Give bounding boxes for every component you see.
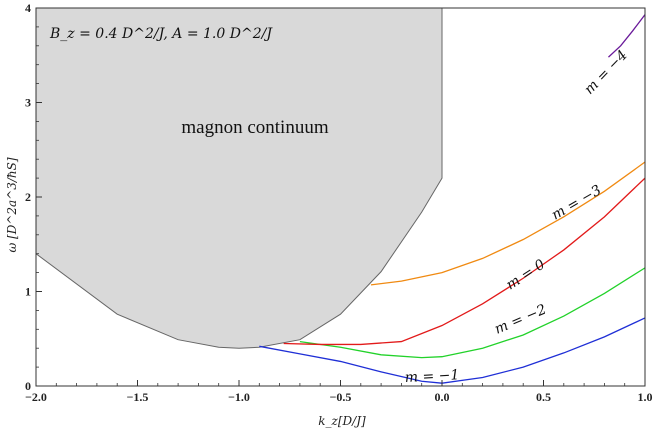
- curve-label-m-minus-3: m = −3: [549, 182, 604, 223]
- x-tick-label: −1.0: [228, 390, 250, 404]
- magnon-continuum-layer: [35, 7, 443, 349]
- region-label: magnon continuum: [181, 117, 328, 138]
- curve-label-m-0: m = 0: [503, 257, 548, 294]
- x-tick-label: −1.5: [127, 390, 149, 404]
- x-tick-label: 0.5: [536, 390, 551, 404]
- y-tick-label: 0: [25, 379, 31, 393]
- y-tick-label: 1: [25, 285, 31, 299]
- series-line-1: [299, 267, 646, 359]
- magnon-continuum-region: [35, 7, 443, 349]
- ticks-layer: −2.0 −1.5 −1.0 −0.5 0.0 0.5 1.0 0 1 2 3 4: [25, 1, 653, 404]
- x-tick-label: 0.0: [435, 390, 450, 404]
- series-line-3: [370, 161, 646, 286]
- x-tick-label: −2.0: [25, 390, 47, 404]
- x-tick-label: −0.5: [330, 390, 352, 404]
- y-tick-label: 4: [25, 1, 31, 15]
- curve-label-m-minus-1: m = −1: [404, 367, 459, 386]
- series-line-2: [283, 177, 646, 346]
- y-tick-label: 2: [25, 190, 31, 204]
- y-tick-label: 3: [25, 96, 31, 110]
- x-axis-label: k_z[D/J]: [318, 414, 366, 428]
- parameter-annotation: B_z = 0.4 D^2/J, A = 1.0 D^2/J: [49, 26, 273, 42]
- curve-label-m-minus-4: m = −4: [581, 47, 630, 97]
- x-tick-label: 1.0: [638, 390, 653, 404]
- series-line-4: [608, 14, 646, 58]
- y-axis-label: ω [D^2a^3/ħS]: [5, 157, 19, 252]
- curve-label-m-minus-2: m = −2: [492, 302, 549, 338]
